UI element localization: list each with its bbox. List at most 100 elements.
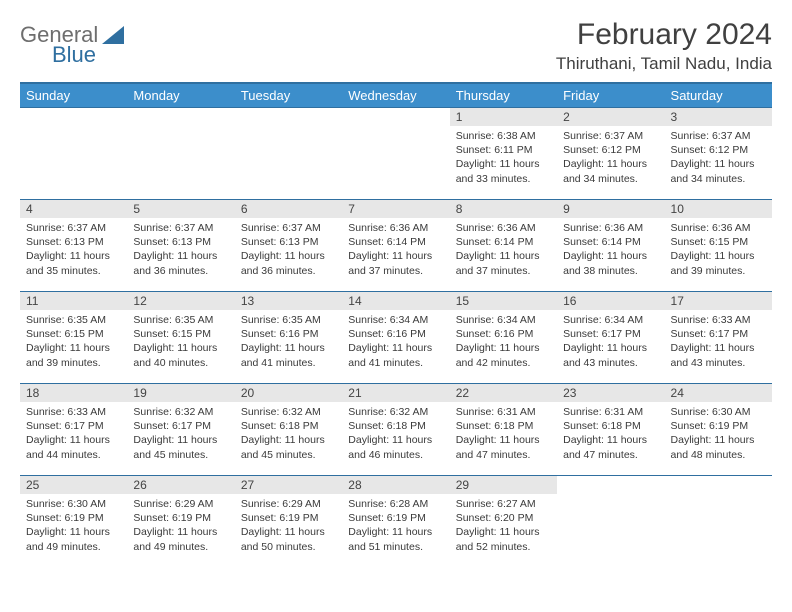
calendar-cell	[20, 108, 127, 200]
sunrise-text: Sunrise: 6:27 AM	[456, 497, 551, 511]
sunset-text: Sunset: 6:19 PM	[133, 511, 228, 525]
calendar-cell: 6Sunrise: 6:37 AMSunset: 6:13 PMDaylight…	[235, 200, 342, 292]
calendar-cell: 4Sunrise: 6:37 AMSunset: 6:13 PMDaylight…	[20, 200, 127, 292]
calendar-cell: 13Sunrise: 6:35 AMSunset: 6:16 PMDayligh…	[235, 292, 342, 384]
day-details: Sunrise: 6:31 AMSunset: 6:18 PMDaylight:…	[450, 402, 557, 466]
day-details: Sunrise: 6:35 AMSunset: 6:15 PMDaylight:…	[127, 310, 234, 374]
sunrise-text: Sunrise: 6:34 AM	[348, 313, 443, 327]
daylight-text: Daylight: 11 hours and 51 minutes.	[348, 525, 443, 553]
daylight-text: Daylight: 11 hours and 39 minutes.	[671, 249, 766, 277]
day-details: Sunrise: 6:31 AMSunset: 6:18 PMDaylight:…	[557, 402, 664, 466]
day-number: 6	[235, 200, 342, 218]
day-number: 24	[665, 384, 772, 402]
sunrise-text: Sunrise: 6:34 AM	[456, 313, 551, 327]
day-number: 14	[342, 292, 449, 310]
calendar-cell: 29Sunrise: 6:27 AMSunset: 6:20 PMDayligh…	[450, 476, 557, 568]
sunrise-text: Sunrise: 6:29 AM	[133, 497, 228, 511]
sunset-text: Sunset: 6:16 PM	[456, 327, 551, 341]
calendar-week: 18Sunrise: 6:33 AMSunset: 6:17 PMDayligh…	[20, 384, 772, 476]
daylight-text: Daylight: 11 hours and 34 minutes.	[563, 157, 658, 185]
daylight-text: Daylight: 11 hours and 45 minutes.	[241, 433, 336, 461]
day-details: Sunrise: 6:35 AMSunset: 6:15 PMDaylight:…	[20, 310, 127, 374]
calendar-cell: 28Sunrise: 6:28 AMSunset: 6:19 PMDayligh…	[342, 476, 449, 568]
sunset-text: Sunset: 6:14 PM	[456, 235, 551, 249]
sunset-text: Sunset: 6:19 PM	[348, 511, 443, 525]
daylight-text: Daylight: 11 hours and 37 minutes.	[456, 249, 551, 277]
sunrise-text: Sunrise: 6:32 AM	[348, 405, 443, 419]
day-number: 17	[665, 292, 772, 310]
day-number: 1	[450, 108, 557, 126]
sunset-text: Sunset: 6:11 PM	[456, 143, 551, 157]
calendar-cell: 15Sunrise: 6:34 AMSunset: 6:16 PMDayligh…	[450, 292, 557, 384]
day-details: Sunrise: 6:32 AMSunset: 6:18 PMDaylight:…	[235, 402, 342, 466]
sunset-text: Sunset: 6:17 PM	[133, 419, 228, 433]
sunset-text: Sunset: 6:20 PM	[456, 511, 551, 525]
day-details: Sunrise: 6:32 AMSunset: 6:17 PMDaylight:…	[127, 402, 234, 466]
day-number: 5	[127, 200, 234, 218]
sunset-text: Sunset: 6:14 PM	[563, 235, 658, 249]
header: General Blue February 2024 Thiruthani, T…	[20, 18, 772, 74]
day-number: 7	[342, 200, 449, 218]
sunrise-text: Sunrise: 6:35 AM	[133, 313, 228, 327]
sunset-text: Sunset: 6:17 PM	[563, 327, 658, 341]
day-details: Sunrise: 6:29 AMSunset: 6:19 PMDaylight:…	[235, 494, 342, 558]
day-details: Sunrise: 6:37 AMSunset: 6:12 PMDaylight:…	[557, 126, 664, 190]
day-number: 3	[665, 108, 772, 126]
calendar-cell: 14Sunrise: 6:34 AMSunset: 6:16 PMDayligh…	[342, 292, 449, 384]
daylight-text: Daylight: 11 hours and 39 minutes.	[26, 341, 121, 369]
calendar-cell: 23Sunrise: 6:31 AMSunset: 6:18 PMDayligh…	[557, 384, 664, 476]
daylight-text: Daylight: 11 hours and 46 minutes.	[348, 433, 443, 461]
day-number: 20	[235, 384, 342, 402]
day-number: 18	[20, 384, 127, 402]
day-details: Sunrise: 6:36 AMSunset: 6:14 PMDaylight:…	[450, 218, 557, 282]
daylight-text: Daylight: 11 hours and 34 minutes.	[671, 157, 766, 185]
sunset-text: Sunset: 6:13 PM	[241, 235, 336, 249]
sunrise-text: Sunrise: 6:32 AM	[241, 405, 336, 419]
day-details: Sunrise: 6:32 AMSunset: 6:18 PMDaylight:…	[342, 402, 449, 466]
day-details: Sunrise: 6:36 AMSunset: 6:14 PMDaylight:…	[342, 218, 449, 282]
day-details: Sunrise: 6:27 AMSunset: 6:20 PMDaylight:…	[450, 494, 557, 558]
calendar-cell: 2Sunrise: 6:37 AMSunset: 6:12 PMDaylight…	[557, 108, 664, 200]
sunrise-text: Sunrise: 6:34 AM	[563, 313, 658, 327]
calendar-cell	[342, 108, 449, 200]
sunrise-text: Sunrise: 6:36 AM	[671, 221, 766, 235]
sunrise-text: Sunrise: 6:37 AM	[563, 129, 658, 143]
logo-triangle-icon	[102, 26, 124, 44]
day-number: 8	[450, 200, 557, 218]
day-number: 9	[557, 200, 664, 218]
sunrise-text: Sunrise: 6:36 AM	[563, 221, 658, 235]
daylight-text: Daylight: 11 hours and 47 minutes.	[456, 433, 551, 461]
sunset-text: Sunset: 6:13 PM	[133, 235, 228, 249]
day-number: 13	[235, 292, 342, 310]
calendar-week: 11Sunrise: 6:35 AMSunset: 6:15 PMDayligh…	[20, 292, 772, 384]
day-number: 29	[450, 476, 557, 494]
calendar-cell: 24Sunrise: 6:30 AMSunset: 6:19 PMDayligh…	[665, 384, 772, 476]
day-details: Sunrise: 6:36 AMSunset: 6:14 PMDaylight:…	[557, 218, 664, 282]
day-details: Sunrise: 6:33 AMSunset: 6:17 PMDaylight:…	[20, 402, 127, 466]
calendar-cell: 5Sunrise: 6:37 AMSunset: 6:13 PMDaylight…	[127, 200, 234, 292]
daylight-text: Daylight: 11 hours and 38 minutes.	[563, 249, 658, 277]
daylight-text: Daylight: 11 hours and 41 minutes.	[241, 341, 336, 369]
calendar-week: 1Sunrise: 6:38 AMSunset: 6:11 PMDaylight…	[20, 108, 772, 200]
calendar-cell: 11Sunrise: 6:35 AMSunset: 6:15 PMDayligh…	[20, 292, 127, 384]
calendar-cell: 27Sunrise: 6:29 AMSunset: 6:19 PMDayligh…	[235, 476, 342, 568]
sunset-text: Sunset: 6:19 PM	[26, 511, 121, 525]
day-number: 11	[20, 292, 127, 310]
day-details: Sunrise: 6:36 AMSunset: 6:15 PMDaylight:…	[665, 218, 772, 282]
sunrise-text: Sunrise: 6:37 AM	[133, 221, 228, 235]
calendar-cell	[127, 108, 234, 200]
sunrise-text: Sunrise: 6:36 AM	[348, 221, 443, 235]
sunrise-text: Sunrise: 6:30 AM	[26, 497, 121, 511]
sunset-text: Sunset: 6:15 PM	[671, 235, 766, 249]
calendar-table: Sunday Monday Tuesday Wednesday Thursday…	[20, 82, 772, 568]
sunset-text: Sunset: 6:14 PM	[348, 235, 443, 249]
sunrise-text: Sunrise: 6:33 AM	[26, 405, 121, 419]
sunset-text: Sunset: 6:18 PM	[241, 419, 336, 433]
dayheader-thu: Thursday	[450, 83, 557, 108]
calendar-week: 4Sunrise: 6:37 AMSunset: 6:13 PMDaylight…	[20, 200, 772, 292]
daylight-text: Daylight: 11 hours and 52 minutes.	[456, 525, 551, 553]
calendar-body: 1Sunrise: 6:38 AMSunset: 6:11 PMDaylight…	[20, 108, 772, 568]
calendar-cell: 18Sunrise: 6:33 AMSunset: 6:17 PMDayligh…	[20, 384, 127, 476]
calendar-cell: 20Sunrise: 6:32 AMSunset: 6:18 PMDayligh…	[235, 384, 342, 476]
sunset-text: Sunset: 6:13 PM	[26, 235, 121, 249]
